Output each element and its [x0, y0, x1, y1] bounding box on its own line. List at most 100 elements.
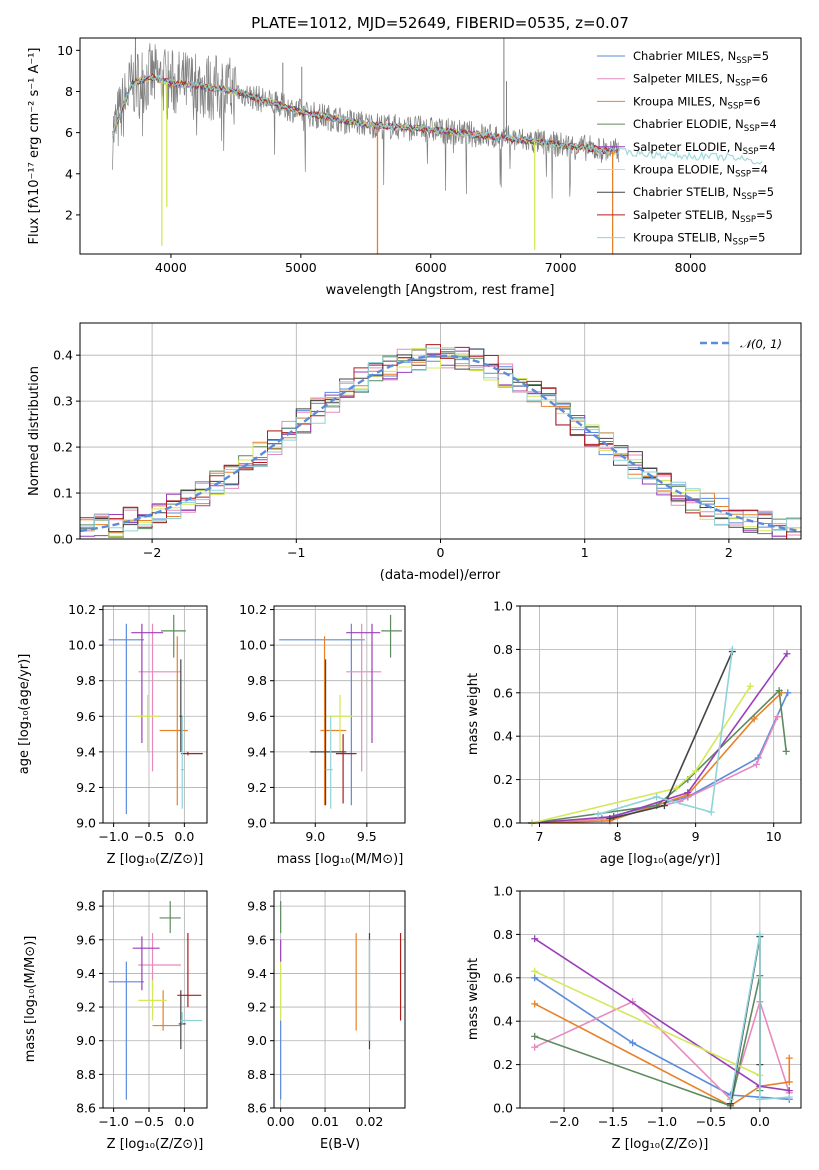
weight-vs-metallicity-series-line — [729, 934, 790, 1101]
age-vs-metallicity-plot-area: −1.0 −0.5 0.0 9.0 9.2 9.4 9.6 9.8 10.0 10.2 — [68, 602, 207, 844]
weight-vs-age-series-line — [531, 653, 788, 824]
age-vs-metallicity-x-tick-label: −1.0 — [98, 829, 128, 844]
histogram-x-tick-label: −2 — [143, 545, 161, 560]
weight-vs-age-x-tick-label: 9 — [692, 829, 700, 844]
legend-label-main: Salpeter STELIB, N — [633, 208, 740, 222]
mass-vs-extinction-y-tick-label: 9.2 — [247, 1000, 267, 1015]
weight-vs-age-point-marker — [653, 793, 661, 801]
legend-label-tail: =4 — [760, 117, 777, 131]
histogram-x-axis-label: (data-model)/error — [380, 568, 501, 583]
legend-label: Kroupa ELODIE, NSSP=4 — [633, 163, 768, 180]
age-vs-metallicity-y-tick-label: 10.0 — [68, 638, 96, 653]
age-vs-metallicity-y-tick-label: 9.6 — [76, 709, 96, 724]
weight-vs-age-point-marker — [783, 650, 791, 658]
weight-vs-age-point-marker — [594, 810, 602, 818]
weight-vs-age-series-line — [597, 649, 734, 816]
histogram-y-tick-label: 0.2 — [53, 440, 73, 455]
weight-vs-metallicity-y-tick-label: 0.8 — [493, 927, 513, 942]
spectrum-title: PLATE=1012, MJD=52649, FIBERID=0535, z=0… — [251, 14, 629, 32]
mass-vs-metallicity-y-tick-label: 9.0 — [76, 1033, 96, 1048]
mass-vs-extinction-y-tick-label: 8.8 — [247, 1067, 267, 1082]
model-spectrum-line — [112, 74, 619, 155]
weight-vs-metallicity-y-tick-label: 0.0 — [493, 1101, 513, 1116]
weight-vs-age-point-marker — [775, 687, 783, 695]
weight-vs-metallicity-panel: −2.0 −1.5 −1.0 −0.5 0.0 0.0 0.2 0.4 0.6 0.8 1.0 Z … — [466, 884, 802, 1152]
age-vs-mass-y-tick-label: 9.8 — [247, 673, 267, 688]
mass-vs-metallicity-plot-area: −1.0 −0.5 0.0 8.6 8.8 9.0 9.2 9.4 9.6 9.8 — [76, 891, 207, 1129]
spectrum-x-tick-label: 4000 — [155, 260, 187, 275]
mass-vs-metallicity-x-tick-label: −0.5 — [134, 1114, 164, 1129]
age-vs-mass-y-tick-label: 10.0 — [239, 638, 267, 653]
weight-vs-metallicity-point-marker — [785, 1078, 793, 1086]
weight-vs-metallicity-x-tick-label: 0.0 — [750, 1114, 770, 1129]
weight-vs-age-point-marker — [750, 715, 758, 723]
mass-vs-extinction-panel: 0.00 0.01 0.02 8.6 8.8 9.0 9.2 9.4 9.6 9.8 E(B-V) — [247, 890, 406, 1152]
age-vs-mass-y-tick-label: 9.6 — [247, 709, 267, 724]
mass-vs-metallicity-frame — [102, 890, 208, 1109]
mass-vs-metallicity-y-axis-label: mass [log₁₀(M/M⊙)] — [23, 936, 38, 1063]
weight-vs-metallicity-point-marker — [756, 930, 764, 938]
histogram-step-series — [80, 344, 801, 540]
spectrum-x-tick-label: 6000 — [415, 260, 447, 275]
legend-label: Chabrier STELIB, NSSP=5 — [633, 185, 774, 202]
weight-vs-age-point-marker — [782, 747, 790, 755]
weight-vs-age-y-tick-label: 0.2 — [493, 772, 513, 787]
weight-vs-metallicity-point-marker — [727, 1095, 735, 1103]
histogram-x-tick-label: −1 — [287, 545, 305, 560]
age-vs-metallicity-x-axis-label: Z [log₁₀(Z/Z⊙)] — [107, 852, 204, 867]
histogram-step-series — [80, 347, 801, 532]
legend-label-main: Kroupa MILES, N — [633, 94, 728, 108]
weight-vs-age-point-marker — [784, 689, 792, 697]
weight-vs-metallicity-point-marker — [531, 974, 539, 982]
legend-label-subscript: SSP — [744, 124, 760, 134]
mass-vs-metallicity-y-tick-label: 9.2 — [76, 1000, 96, 1015]
legend-label-subscript: SSP — [736, 56, 752, 66]
histogram-y-tick-label: 0.0 — [53, 532, 73, 547]
mass-vs-extinction-x-tick-label: 0.00 — [267, 1114, 295, 1129]
mass-vs-extinction-y-tick-label: 9.8 — [247, 899, 267, 914]
legend-label-tail: =4 — [759, 140, 776, 154]
weight-vs-metallicity-x-tick-label: −0.5 — [696, 1114, 726, 1129]
legend-label-main: Salpeter MILES, N — [633, 72, 735, 86]
histogram-y-tick-label: 0.4 — [53, 348, 73, 363]
weight-vs-age-point-marker — [753, 760, 761, 768]
weight-vs-metallicity-series-line — [534, 970, 761, 1077]
spectrum-plot-area: 4000 5000 6000 7000 8000 2 4 6 8 10 — [57, 38, 763, 275]
normal-legend-label: 𝒩(0, 1) — [740, 337, 782, 351]
legend-label-tail: =4 — [751, 163, 768, 177]
weight-vs-age-series-line — [531, 685, 751, 824]
mass-vs-extinction-x-tick-label: 0.02 — [356, 1114, 384, 1129]
histogram-x-tick-label: 2 — [725, 545, 733, 560]
weight-vs-metallicity-point-marker — [531, 1043, 539, 1051]
histogram-legend: 𝒩(0, 1) — [700, 337, 782, 351]
spectrum-frame — [79, 37, 802, 255]
age-vs-mass-y-tick-label: 9.0 — [247, 816, 267, 831]
weight-vs-age-plot-area: 7 8 9 10 0.0 0.2 0.4 0.6 0.8 1.0 — [493, 599, 801, 844]
weight-vs-metallicity-point-marker — [531, 1032, 539, 1040]
mass-vs-metallicity-gridlines — [103, 891, 207, 1109]
age-vs-metallicity-panel: −1.0 −0.5 0.0 9.0 9.2 9.4 9.6 9.8 10.0 10.2 Z [lo… — [17, 602, 208, 867]
normal-distribution-curve — [79, 354, 802, 533]
age-vs-mass-panel: 9.0 9.5 9.0 9.2 9.4 9.6 9.8 10.0 10.2 mass [log₁… — [239, 602, 406, 867]
weight-vs-metallicity-point-marker — [785, 1093, 793, 1101]
age-vs-metallicity-y-tick-label: 9.8 — [76, 673, 96, 688]
spectrum-panel: PLATE=1012, MJD=52649, FIBERID=0535, z=0… — [27, 14, 802, 298]
weight-vs-metallicity-plot-area: −2.0 −1.5 −1.0 −0.5 0.0 0.0 0.2 0.4 0.6 0.8 1.0 — [493, 884, 801, 1129]
mass-vs-metallicity-y-tick-label: 9.6 — [76, 932, 96, 947]
weight-vs-age-point-marker — [672, 784, 680, 792]
weight-vs-age-x-tick-label: 8 — [614, 829, 622, 844]
legend-label-subscript: SSP — [728, 101, 744, 111]
weight-vs-metallicity-y-tick-label: 0.2 — [493, 1057, 513, 1072]
age-vs-metallicity-x-tick-label: −0.5 — [134, 829, 164, 844]
weight-vs-age-point-marker — [660, 802, 668, 810]
legend-label: Salpeter ELODIE, NSSP=4 — [633, 140, 776, 157]
weight-vs-age-x-axis-label: age [log₁₀(age/yr)] — [600, 852, 721, 867]
age-vs-metallicity-y-tick-label: 9.0 — [76, 816, 96, 831]
legend-label-subscript: SSP — [740, 215, 756, 225]
weight-vs-age-point-marker — [707, 808, 715, 816]
weight-vs-metallicity-y-tick-label: 0.6 — [493, 970, 513, 985]
weight-vs-age-y-tick-label: 0.8 — [493, 642, 513, 657]
age-vs-mass-y-tick-label: 9.4 — [247, 744, 267, 759]
weight-vs-metallicity-point-marker — [785, 1054, 793, 1062]
